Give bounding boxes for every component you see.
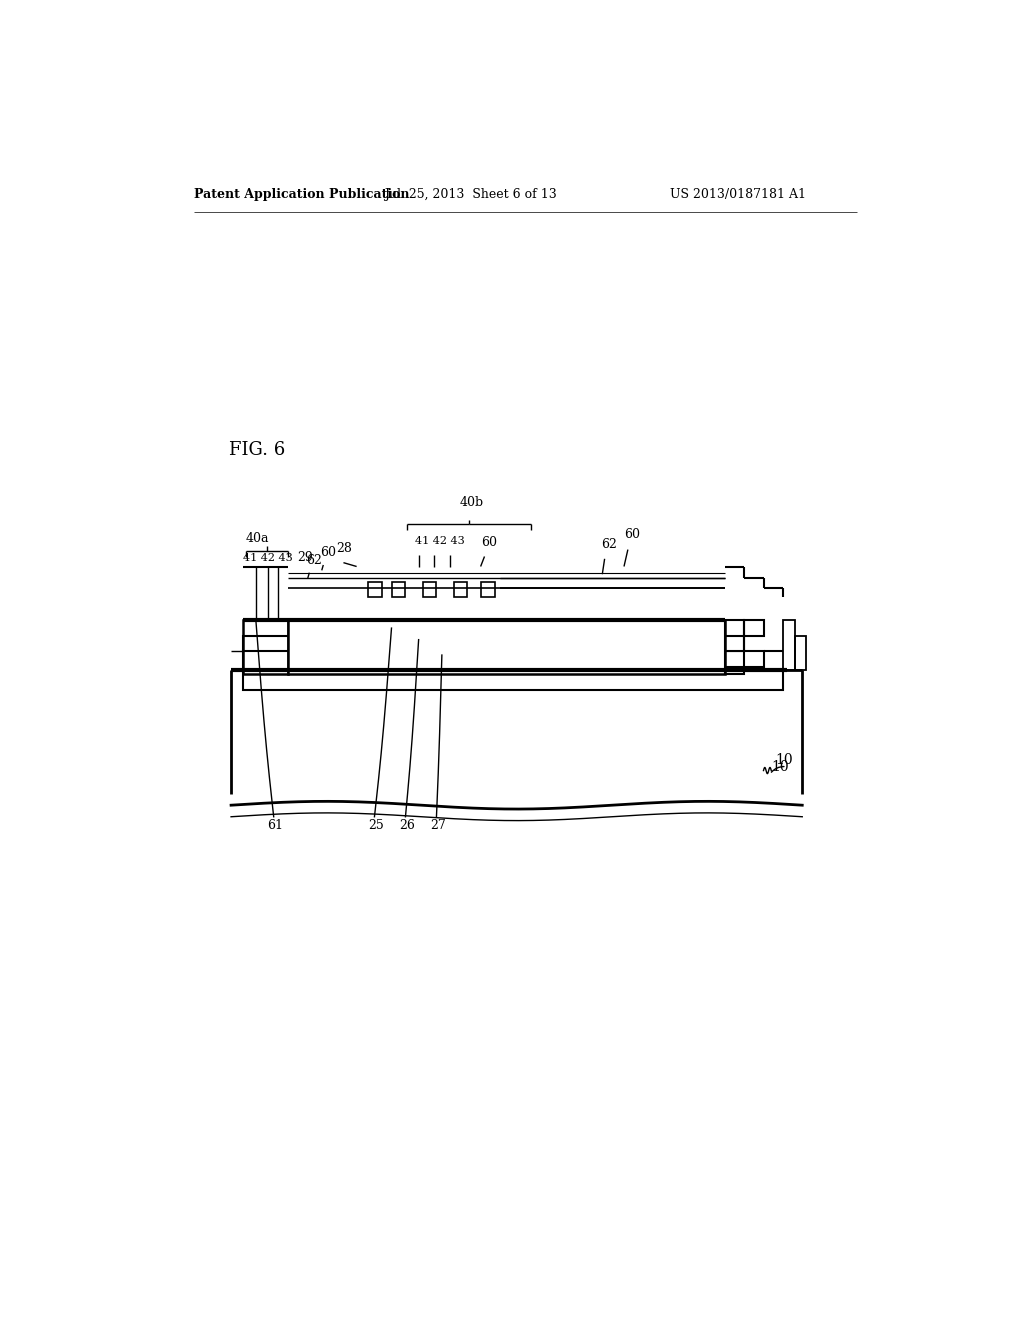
Text: 62: 62 — [306, 553, 323, 566]
Bar — [454, 582, 467, 598]
Bar — [243, 671, 783, 689]
Text: 61: 61 — [267, 820, 284, 832]
Bar — [369, 582, 382, 598]
Text: 28: 28 — [336, 543, 351, 554]
Text: 40b: 40b — [460, 496, 483, 508]
Text: 41 42 43: 41 42 43 — [415, 536, 465, 545]
Bar — [289, 620, 725, 675]
Bar — [423, 582, 436, 598]
Bar — [391, 582, 406, 598]
Bar — [243, 651, 764, 667]
Text: US 2013/0187181 A1: US 2013/0187181 A1 — [671, 187, 807, 201]
Text: 60: 60 — [480, 536, 497, 549]
Text: 60: 60 — [624, 528, 640, 541]
Bar — [795, 636, 806, 671]
Text: 25: 25 — [369, 820, 384, 832]
Text: 60: 60 — [321, 545, 336, 558]
Text: 41 42 43: 41 42 43 — [243, 553, 293, 562]
Text: 40a: 40a — [246, 532, 269, 545]
Text: Jul. 25, 2013  Sheet 6 of 13: Jul. 25, 2013 Sheet 6 of 13 — [384, 187, 556, 201]
Text: FIG. 6: FIG. 6 — [228, 441, 285, 459]
Bar — [243, 620, 289, 675]
Text: 62: 62 — [601, 539, 616, 552]
Bar — [243, 636, 744, 651]
Text: 26: 26 — [399, 820, 415, 832]
Bar — [480, 582, 495, 598]
Bar — [783, 620, 795, 671]
Text: 10: 10 — [771, 760, 788, 775]
Text: 10: 10 — [775, 752, 793, 767]
Bar — [744, 620, 764, 636]
Text: Patent Application Publication: Patent Application Publication — [194, 187, 410, 201]
Text: 29: 29 — [297, 552, 312, 564]
Bar — [725, 620, 744, 675]
Text: 27: 27 — [430, 820, 446, 832]
